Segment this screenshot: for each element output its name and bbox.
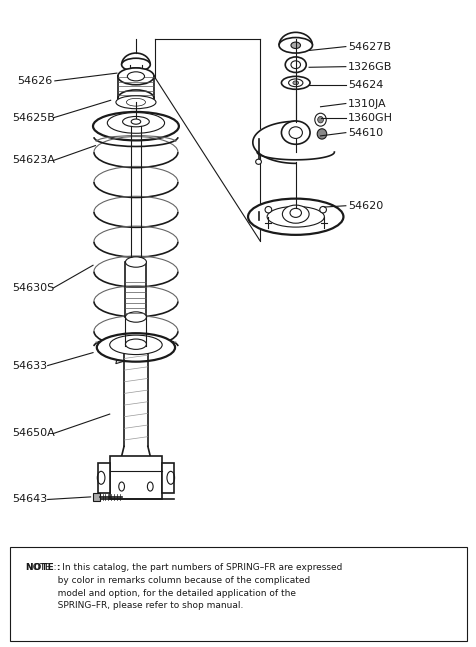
Text: 1326GB: 1326GB — [347, 61, 392, 72]
Text: 54610: 54610 — [347, 127, 383, 138]
Text: 1360GH: 1360GH — [347, 113, 392, 123]
Ellipse shape — [288, 79, 302, 87]
Ellipse shape — [281, 121, 309, 144]
Ellipse shape — [93, 112, 178, 140]
Ellipse shape — [278, 38, 312, 53]
Ellipse shape — [125, 339, 146, 349]
Ellipse shape — [127, 72, 144, 81]
Text: NOTE :  In this catalog, the part numbers of SPRING–FR are expressed
           : NOTE : In this catalog, the part numbers… — [26, 563, 342, 610]
Ellipse shape — [248, 199, 343, 235]
Ellipse shape — [288, 127, 302, 138]
Ellipse shape — [126, 98, 145, 106]
Ellipse shape — [118, 90, 154, 107]
Polygon shape — [98, 463, 109, 493]
Text: 54624: 54624 — [347, 80, 383, 91]
Ellipse shape — [289, 208, 301, 217]
Ellipse shape — [265, 206, 271, 213]
Polygon shape — [109, 456, 162, 499]
Text: NOTE :: NOTE : — [26, 563, 60, 572]
Ellipse shape — [125, 312, 146, 322]
FancyBboxPatch shape — [10, 547, 466, 641]
Text: 54633: 54633 — [12, 360, 47, 371]
Text: 54650A: 54650A — [12, 428, 55, 439]
Ellipse shape — [281, 76, 309, 89]
Ellipse shape — [285, 57, 306, 72]
Text: 54620: 54620 — [347, 201, 383, 211]
Ellipse shape — [109, 335, 162, 355]
Ellipse shape — [131, 119, 140, 124]
Ellipse shape — [290, 42, 300, 49]
Ellipse shape — [107, 113, 164, 133]
Ellipse shape — [314, 113, 326, 126]
Text: 54630S: 54630S — [12, 283, 54, 293]
Ellipse shape — [97, 333, 175, 362]
Text: 54626: 54626 — [17, 76, 52, 86]
Text: 54643: 54643 — [12, 494, 47, 505]
Ellipse shape — [282, 205, 308, 223]
Text: 54625B: 54625B — [12, 113, 55, 123]
Ellipse shape — [125, 257, 146, 267]
Text: 54623A: 54623A — [12, 155, 55, 166]
Ellipse shape — [319, 206, 326, 213]
Ellipse shape — [118, 68, 154, 85]
Polygon shape — [252, 122, 295, 163]
Ellipse shape — [121, 58, 150, 71]
Ellipse shape — [125, 68, 146, 78]
Polygon shape — [162, 463, 174, 493]
Ellipse shape — [317, 129, 326, 139]
Polygon shape — [257, 152, 334, 160]
Text: 1310JA: 1310JA — [347, 98, 386, 109]
Ellipse shape — [292, 81, 298, 85]
Ellipse shape — [116, 96, 156, 109]
Ellipse shape — [317, 116, 323, 123]
Ellipse shape — [122, 116, 149, 127]
Text: 54627B: 54627B — [347, 41, 390, 52]
Ellipse shape — [255, 159, 261, 164]
Polygon shape — [92, 493, 100, 501]
Ellipse shape — [290, 61, 300, 69]
Ellipse shape — [267, 206, 324, 227]
